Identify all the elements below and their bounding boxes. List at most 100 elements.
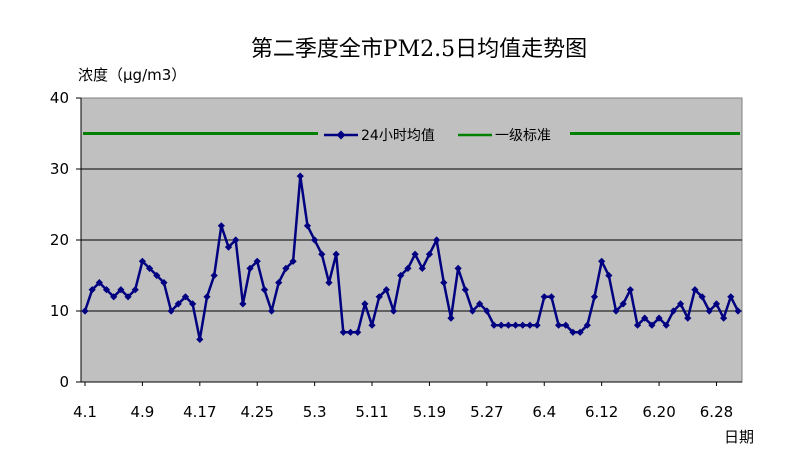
series-24h-point: [138, 257, 147, 265]
x-axis-label: 日期: [724, 428, 754, 446]
legend-label-24h: 24小时均值: [361, 128, 435, 144]
series-24h-point: [648, 321, 656, 329]
y-tick-label: 20: [50, 231, 69, 249]
series-24h-point: [669, 307, 678, 315]
legend-box: [318, 123, 570, 145]
series-24h-point: [239, 300, 247, 308]
series-24h-point: [224, 243, 233, 251]
series-24h-point: [511, 321, 520, 329]
series-24h-point: [433, 236, 441, 244]
series-24h-point: [339, 328, 347, 336]
series-24h-point: [411, 250, 419, 258]
series-24h-point: [734, 307, 742, 315]
series-24h-point: [260, 286, 268, 294]
y-axis-label: 浓度（μg/m3）: [78, 66, 186, 84]
y-tick-label: 0: [59, 373, 69, 391]
series-24h-point: [332, 250, 340, 258]
series-24h-point: [576, 328, 584, 336]
series-24h-point: [131, 286, 139, 294]
series-24h-point: [117, 286, 125, 294]
y-tick-label: 10: [50, 302, 69, 320]
x-tick-label: 6.20: [642, 403, 675, 421]
y-tick-label: 40: [50, 89, 69, 107]
series-24h-point: [519, 321, 527, 329]
series-24h-point: [619, 300, 627, 308]
y-tick-labels: 0 10 20 30 40: [50, 89, 69, 391]
series-24h-point: [676, 300, 685, 308]
series-24h-point: [612, 307, 620, 315]
gridlines: [76, 97, 742, 386]
legend: 24小时均值 一级标准: [318, 123, 570, 145]
series-24h-point: [633, 321, 642, 329]
series-24h-point: [569, 328, 577, 336]
series-24h-point: [325, 279, 333, 287]
series-24h-point: [605, 271, 613, 280]
series-24h-point: [425, 250, 434, 258]
series-24h-point: [102, 286, 111, 294]
series-24h-point: [318, 250, 326, 258]
series-24h-point: [203, 293, 211, 301]
x-tick-label: 4.25: [241, 403, 274, 421]
series-24h-point: [267, 307, 276, 315]
series-24h-point: [368, 321, 376, 329]
x-tick-label: 6.12: [585, 403, 618, 421]
series-24h-point: [88, 286, 96, 294]
series-24h-point: [181, 293, 190, 301]
series-24h-point: [705, 307, 713, 315]
series-24h-point: [153, 271, 161, 280]
series-24h-point: [303, 222, 312, 230]
series-24h-point: [626, 286, 634, 294]
series-24h-point: [476, 300, 484, 308]
series-24h-point: [382, 286, 390, 294]
series-24h-point: [712, 300, 721, 308]
series-24h-point: [232, 236, 240, 244]
series-24h-point: [296, 172, 304, 180]
series-24h-point: [440, 279, 448, 287]
series-24h-point: [641, 314, 649, 322]
legend-label-standard: 一级标准: [495, 128, 551, 144]
series-24h-point: [483, 307, 491, 315]
series-24h-point: [160, 279, 168, 287]
series-24h-point: [454, 264, 462, 272]
x-tick-label: 4.9: [130, 403, 154, 421]
x-tick-label: 5.27: [470, 403, 503, 421]
series-24h-point: [662, 321, 670, 329]
x-tick-label: 4.1: [73, 403, 97, 421]
series-24h-point: [418, 264, 426, 272]
x-tick-label: 5.3: [303, 403, 327, 421]
series-24h-point: [311, 236, 319, 244]
series-24h-point: [389, 307, 398, 315]
series-24h-point: [404, 264, 412, 272]
series-24h-point: [375, 293, 383, 301]
legend-symbol-24h-marker: [336, 130, 346, 140]
x-tick-label: 5.19: [413, 403, 446, 421]
series-24h-point: [110, 293, 118, 301]
series-24h-point: [189, 300, 197, 308]
series-24h-point: [691, 286, 699, 294]
series-24h-point: [504, 321, 512, 329]
series-24h-point: [217, 222, 225, 230]
series-24h-point: [490, 321, 498, 329]
x-tick-label: 6.28: [700, 403, 733, 421]
series-24h-point: [655, 314, 663, 322]
series-24h-point: [562, 321, 570, 329]
series-24h-point: [275, 279, 283, 287]
chart-title: 第二季度全市PM2.5日均值走势图: [251, 37, 587, 62]
series-24h-point: [346, 328, 355, 336]
series-24h-point: [174, 300, 182, 308]
series-24h-point: [124, 293, 132, 301]
series-24h-point: [583, 321, 591, 329]
series-24h-point: [145, 264, 154, 272]
series-24h-point: [282, 264, 290, 272]
series-24h-point: [497, 321, 505, 329]
series-24h-point: [354, 328, 362, 336]
series-24h-point: [253, 257, 261, 265]
series-24h-point: [720, 314, 728, 322]
series-24h-point: [210, 271, 218, 280]
series-24h-point: [196, 335, 204, 343]
series-24h-point: [361, 300, 369, 308]
series-24h-point: [461, 286, 469, 294]
series-24h-point: [397, 271, 405, 280]
series-24h-point: [684, 314, 692, 322]
